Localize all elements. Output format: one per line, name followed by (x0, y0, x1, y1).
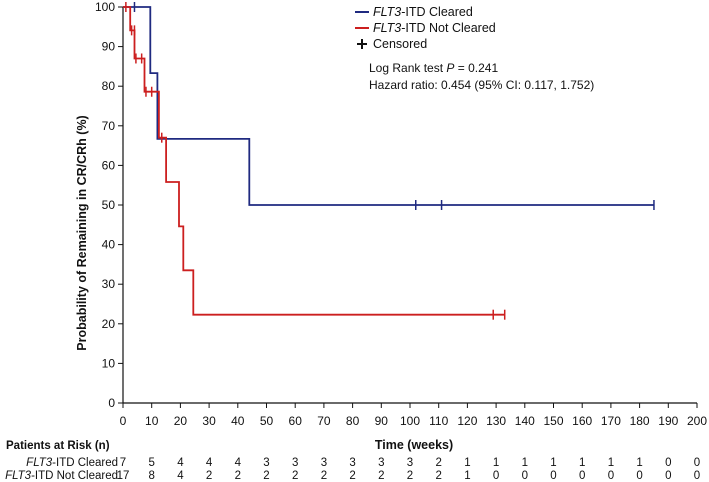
y-tick-label: 30 (102, 277, 116, 291)
risk-value: 0 (636, 470, 642, 482)
risk-value: 2 (292, 470, 298, 482)
x-tick-label: 20 (174, 414, 188, 428)
risk-value: 4 (177, 470, 184, 482)
x-tick-label: 80 (346, 414, 360, 428)
logrank-text: Log Rank test P = 0.241 (369, 61, 498, 75)
y-tick-label: 40 (102, 238, 116, 252)
risk-value: 0 (665, 470, 671, 482)
x-tick-label: 120 (457, 414, 477, 428)
survival-curves (123, 6, 654, 316)
x-tick-label: 10 (145, 414, 159, 428)
risk-value: 2 (435, 470, 441, 482)
y-tick-label: 100 (95, 0, 115, 14)
risk-value: 0 (665, 457, 671, 469)
risk-value: 0 (550, 470, 556, 482)
risk-value: 5 (148, 457, 154, 469)
curve-series-2 (123, 6, 505, 316)
y-axis-title: Probability of Remaining in CR/CRh (%) (75, 115, 89, 350)
legend-label: FLT3-ITD Not Cleared (373, 21, 496, 35)
y-tick-label: 20 (102, 317, 116, 331)
x-tick-label: 60 (289, 414, 303, 428)
x-tick-label: 40 (231, 414, 245, 428)
censor-marks (125, 2, 655, 320)
legend-censored-label: Censored (373, 37, 427, 51)
y-tick-label: 50 (102, 198, 116, 212)
risk-value: 1 (608, 457, 614, 469)
x-tick-label: 170 (601, 414, 621, 428)
risk-value: 3 (263, 457, 269, 469)
x-tick-label: 190 (658, 414, 678, 428)
legend: FLT3-ITD Cleared FLT3-ITD Not Cleared Cens… (355, 5, 496, 51)
risk-value: 2 (235, 470, 241, 482)
y-tick-label: 0 (108, 396, 115, 410)
risk-value: 2 (435, 457, 441, 469)
y-tick-label: 10 (102, 356, 116, 370)
risk-value: 2 (349, 470, 355, 482)
x-tick-label: 50 (260, 414, 274, 428)
risk-value: 0 (608, 470, 614, 482)
risk-value: 0 (522, 470, 528, 482)
risk-value: 2 (263, 470, 269, 482)
risk-value: 3 (407, 457, 413, 469)
risk-value: 4 (177, 457, 184, 469)
risk-value: 4 (235, 457, 242, 469)
axes: 0 10 20 30 40 50 60 70 80 90 100 0 10 20 30 40 50 60 70 80 9… (95, 0, 707, 428)
risk-value: 2 (206, 470, 212, 482)
risk-value: 2 (407, 470, 413, 482)
hazard-ratio-text: Hazard ratio: 0.454 (95% CI: 0.117, 1.75… (369, 78, 594, 92)
y-tick-label: 90 (102, 40, 116, 54)
x-tick-label: 150 (543, 414, 563, 428)
patients-at-risk-table: Patients at Risk (n)FLT3-ITD Cleared 7 5 4 4… (5, 440, 700, 482)
risk-table-title: Patients at Risk (n) (6, 440, 110, 452)
risk-value: 1 (579, 457, 585, 469)
risk-value: 8 (148, 470, 154, 482)
risk-value: 1 (550, 457, 556, 469)
x-tick-label: 160 (572, 414, 592, 428)
risk-value: 1 (464, 470, 470, 482)
x-tick-label: 200 (687, 414, 707, 428)
risk-value: 1 (493, 457, 499, 469)
x-tick-label: 70 (317, 414, 331, 428)
risk-value: 2 (378, 470, 384, 482)
risk-value: 3 (321, 457, 327, 469)
risk-value: 3 (378, 457, 384, 469)
x-tick-label: 0 (120, 414, 127, 428)
legend-label: FLT3-ITD Cleared (373, 5, 473, 19)
risk-value: 0 (493, 470, 499, 482)
risk-value: 0 (694, 457, 700, 469)
risk-value: 3 (292, 457, 298, 469)
x-tick-label: 180 (630, 414, 650, 428)
risk-value: 2 (321, 470, 327, 482)
risk-row-label: FLT3-ITD Cleared (26, 457, 118, 469)
y-tick-label: 80 (102, 79, 116, 93)
curve-series-1 (123, 6, 654, 206)
risk-value: 17 (117, 470, 130, 482)
risk-value: 3 (349, 457, 355, 469)
x-tick-label: 110 (429, 414, 448, 428)
x-tick-label: 90 (375, 414, 389, 428)
risk-row-label: FLT3-ITD Not Cleared (5, 470, 118, 482)
x-tick-label: 130 (486, 414, 506, 428)
y-tick-label: 70 (102, 119, 116, 133)
risk-value: 1 (636, 457, 642, 469)
y-tick-label: 60 (102, 158, 116, 172)
risk-value: 4 (206, 457, 213, 469)
risk-value: 7 (120, 457, 126, 469)
x-tick-label: 30 (202, 414, 216, 428)
x-tick-label: 140 (515, 414, 535, 428)
risk-value: 1 (522, 457, 528, 469)
risk-value: 0 (579, 470, 585, 482)
risk-value: 0 (694, 470, 700, 482)
risk-value: 1 (464, 457, 470, 469)
statistics-box: Log Rank test P = 0.241 Hazard ratio: 0.4… (369, 61, 594, 92)
x-tick-label: 100 (400, 414, 420, 428)
x-axis-title: Time (weeks) (375, 438, 453, 452)
